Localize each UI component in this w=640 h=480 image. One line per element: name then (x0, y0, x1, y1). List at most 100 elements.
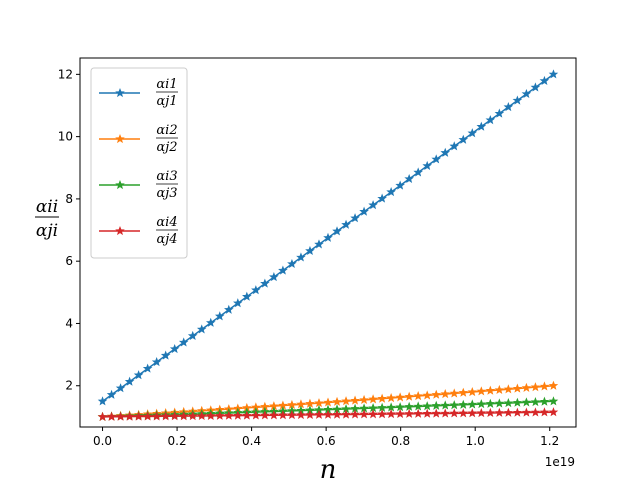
data-point-star (494, 108, 505, 118)
legend-label-denominator: αj1 (156, 94, 177, 109)
data-point-star (278, 410, 288, 420)
legend-frame (90, 67, 188, 259)
legend-label-denominator: αj2 (156, 140, 177, 155)
x-tick-label: 0.0 (93, 434, 112, 448)
data-point-star (413, 408, 423, 418)
data-point-star (332, 226, 342, 236)
y-axis-label-denominator: αji (36, 221, 58, 241)
data-point-star (115, 383, 126, 393)
data-point-star (233, 298, 243, 308)
data-point-star (404, 408, 414, 418)
data-point-star (548, 380, 559, 390)
data-point-star (530, 407, 541, 417)
data-point-star (458, 134, 469, 144)
data-point-star (458, 408, 469, 418)
data-point-star (323, 232, 333, 242)
plot-frame (79, 57, 577, 428)
data-point-star (115, 411, 126, 421)
data-point-star (440, 400, 451, 410)
y-tick-label: 8 (65, 192, 73, 206)
data-point-star (476, 121, 487, 131)
x-tick-label: 0.4 (242, 434, 261, 448)
data-point-star (296, 252, 306, 262)
data-point-star (503, 398, 514, 408)
data-point-star (251, 285, 261, 295)
data-point-star (305, 245, 315, 255)
data-point-star (395, 180, 405, 190)
data-point-star (187, 411, 198, 421)
legend-label-numerator: αi1 (156, 77, 177, 92)
data-point-star (124, 411, 135, 421)
data-point-star (178, 337, 189, 347)
x-axis-label: n (320, 455, 337, 480)
data-point-star (377, 193, 387, 203)
data-point-star (260, 278, 270, 288)
data-point-star (323, 397, 333, 407)
data-point-star (350, 409, 360, 419)
data-point-star (196, 324, 207, 334)
data-point-star (512, 397, 523, 407)
data-point-star (359, 409, 369, 419)
data-point-star (169, 343, 180, 354)
data-point-star (530, 382, 541, 392)
data-point-star (169, 411, 180, 421)
legend-marker-star (115, 225, 125, 236)
data-point-star (539, 381, 550, 391)
data-point-star (422, 160, 432, 170)
series-layer (97, 69, 559, 421)
data-point-star (395, 408, 405, 419)
data-point-star (205, 410, 216, 420)
data-point-star (521, 382, 532, 392)
data-point-star (160, 350, 171, 360)
data-point-star (458, 399, 469, 409)
data-point-star (97, 411, 108, 421)
y-tick-label: 10 (58, 130, 73, 144)
legend-label-numerator: αi4 (156, 215, 177, 230)
data-point-star (151, 357, 162, 367)
data-point-star (395, 392, 405, 402)
data-point-star (287, 258, 297, 269)
data-point-star (332, 409, 342, 419)
data-point-star (350, 395, 360, 405)
y-axis-ticks: 2 4 6 8 10 12 (58, 67, 80, 393)
data-point-star (178, 411, 189, 421)
data-point-star (278, 265, 288, 275)
data-point-star (404, 173, 414, 184)
data-point-star (341, 396, 351, 406)
series-4 (97, 407, 559, 421)
data-point-star (485, 385, 496, 395)
data-point-star (224, 410, 234, 420)
x-tick-label: 0.8 (391, 434, 410, 448)
data-point-star (368, 200, 378, 210)
y-tick-label: 12 (58, 67, 73, 81)
data-point-star (124, 376, 135, 386)
data-point-star (449, 400, 460, 410)
y-axis-label: αii αji (35, 197, 59, 241)
data-point-star (413, 391, 423, 401)
data-point-star (548, 69, 559, 79)
data-point-star (503, 407, 514, 417)
data-point-star (332, 396, 342, 406)
y-tick-label: 6 (65, 254, 73, 268)
data-point-star (368, 409, 378, 419)
data-point-star (431, 408, 442, 418)
data-point-star (530, 82, 541, 92)
y-axis-label-numerator: αii (36, 197, 58, 217)
legend-label-denominator: αj4 (156, 232, 177, 247)
data-point-star (449, 408, 460, 418)
data-point-star (530, 396, 541, 407)
data-point-star (539, 407, 550, 417)
data-point-star (314, 398, 324, 408)
data-point-star (485, 115, 496, 125)
data-point-star (233, 410, 243, 420)
data-point-star (269, 410, 279, 420)
data-point-star (97, 396, 108, 406)
data-point-star (422, 401, 432, 411)
data-point-star (494, 384, 505, 395)
data-point-star (368, 394, 378, 404)
